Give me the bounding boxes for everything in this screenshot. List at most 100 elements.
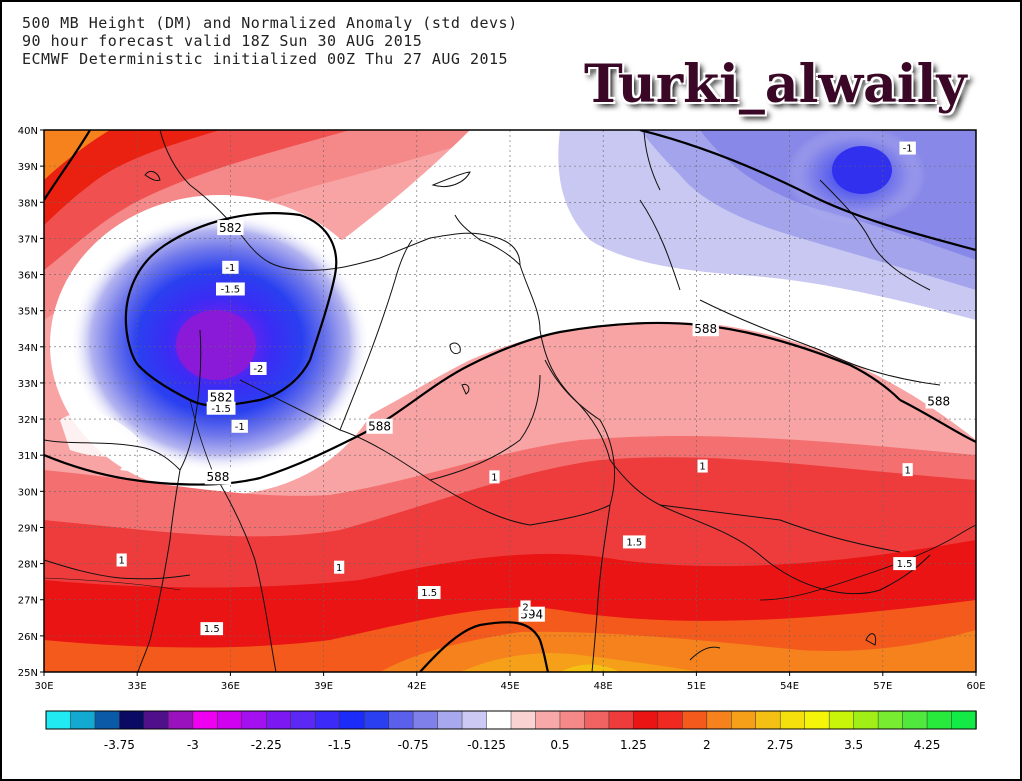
height-label-text: 588: [927, 394, 950, 408]
anomaly-label: 1: [489, 470, 500, 484]
colorbar-swatch: [755, 710, 781, 730]
colorbar-label: 1.25: [620, 738, 647, 752]
x-tick-label: 42E: [407, 681, 426, 692]
x-tick-label: 36E: [221, 681, 240, 692]
colorbar-swatch: [657, 710, 684, 730]
contour-582: [124, 212, 338, 407]
x-tick-label: 57E: [873, 681, 892, 692]
height-label-text: 582: [210, 391, 233, 405]
y-tick-label: 39N: [18, 162, 38, 173]
anomaly-label-box: [520, 600, 531, 614]
colorbar-swatch: [266, 710, 292, 730]
anomaly-labels: -1 -1.5 -2 -1.5 -1 -1 1 1 1 1 1 1.5 1.5 1.5 1.5 2: [116, 141, 916, 635]
colorbar-label: 2: [703, 738, 711, 752]
height-label-box: [366, 418, 393, 434]
anomaly-label-text: 1: [118, 556, 124, 567]
colorbar-swatch: [731, 710, 757, 730]
height-label-text: 582: [219, 221, 242, 235]
anomaly-label-text: -1: [225, 263, 235, 274]
height-contours: [44, 130, 976, 672]
colorbar-swatch: [804, 710, 830, 730]
anomaly-label-text: -1.5: [221, 285, 241, 296]
y-tick-label: 31N: [18, 451, 38, 462]
height-label-box: [217, 220, 244, 236]
colorbar-label: -0.125: [467, 738, 506, 752]
anomaly-label-box: [216, 282, 245, 296]
y-tick-label: 40N: [18, 126, 38, 137]
anomaly-label-box: [899, 141, 916, 155]
colorbar-swatch: [608, 710, 635, 730]
colorbar-swatch: [217, 710, 243, 730]
anomaly-label-box: [893, 557, 916, 571]
colorbar-label: 2.75: [767, 738, 794, 752]
contour-nne: [639, 130, 976, 252]
colorbar-swatch: [926, 710, 953, 730]
colorbar-swatch: [902, 710, 928, 730]
anomaly-label-text: 1.5: [626, 538, 642, 549]
anomaly-label: 1.5: [200, 622, 224, 635]
colorbar-swatch: [535, 710, 561, 730]
colorbar-swatch: [314, 710, 341, 730]
colorbar-swatch: [510, 710, 537, 730]
colorbar-label: 4.25: [914, 738, 941, 752]
anomaly-label-text: 1: [336, 563, 342, 574]
colorbar: -3.75 -3 -2.25 -1.5 -0.75 -0.125 0.5 1.25 2 2.75 3…: [45, 710, 977, 752]
colorbar-swatch: [828, 710, 855, 730]
y-tick-label: 34N: [18, 343, 38, 354]
x-tick-label: 54E: [780, 681, 799, 692]
anomaly-label-box: [116, 553, 127, 567]
colorbar-swatch: [633, 710, 659, 730]
colorbar-swatch: [779, 710, 806, 730]
anomaly-label-box: [622, 535, 646, 549]
height-label: 588: [925, 393, 952, 409]
colorbar-swatch: [119, 710, 145, 730]
lat-lon-grid: [44, 130, 976, 672]
anomaly-label-text: 2: [522, 603, 528, 614]
colorbar-label: -3.75: [104, 738, 135, 752]
height-label-box: [692, 321, 719, 337]
contour-594: [419, 621, 550, 672]
anomaly-label-text: 1: [491, 472, 497, 483]
title-line-2: 90 hour forecast valid 18Z Sun 30 AUG 20…: [22, 32, 423, 50]
colorbar-swatch: [461, 710, 488, 730]
height-label: 588: [692, 321, 719, 337]
height-label: 582: [207, 389, 235, 405]
contour-588-nw: [44, 130, 91, 201]
colorbar-label: -1.5: [328, 738, 351, 752]
y-tick-label: 27N: [18, 596, 38, 607]
anomaly-label: 1.5: [893, 557, 916, 570]
height-label-text: 588: [368, 420, 391, 434]
anomaly-label-box: [417, 586, 441, 600]
colorbar-swatch: [853, 710, 879, 730]
x-tick-label: 51E: [687, 681, 706, 692]
anomaly-label: -2: [250, 361, 267, 375]
anomaly-label-box: [489, 470, 500, 484]
y-tick-label: 38N: [18, 198, 38, 209]
colorbar-swatch: [951, 710, 977, 730]
height-label: 582: [217, 220, 244, 236]
colorbar-swatch: [412, 710, 439, 730]
colorbar-swatch: [143, 710, 170, 730]
colorbar-label: -0.75: [398, 738, 429, 752]
anomaly-label: -1.5: [206, 401, 236, 415]
anomaly-label-box: [206, 401, 236, 415]
anomaly-label-text: -2: [253, 364, 263, 375]
height-label-text: 588: [207, 470, 230, 484]
colorbar-swatch: [682, 710, 708, 730]
colorbar-label: 3.5: [844, 738, 863, 752]
anomaly-label: -1: [899, 141, 916, 155]
anomaly-label: 1: [697, 459, 708, 473]
anomaly-label-box: [231, 419, 248, 433]
y-tick-label: 32N: [18, 415, 38, 426]
anomaly-label: 1.5: [622, 535, 646, 549]
anomaly-label-box: [334, 560, 345, 574]
colorbar-swatch: [584, 710, 610, 730]
anomaly-label: 1: [116, 553, 127, 567]
y-tick-label: 36N: [18, 271, 38, 282]
contour-588: [44, 321, 901, 486]
colorbar-swatch: [70, 710, 96, 730]
colorbar-label: -3: [187, 738, 199, 752]
colorbar-swatch: [706, 710, 733, 730]
anomaly-label: -1: [231, 419, 248, 433]
